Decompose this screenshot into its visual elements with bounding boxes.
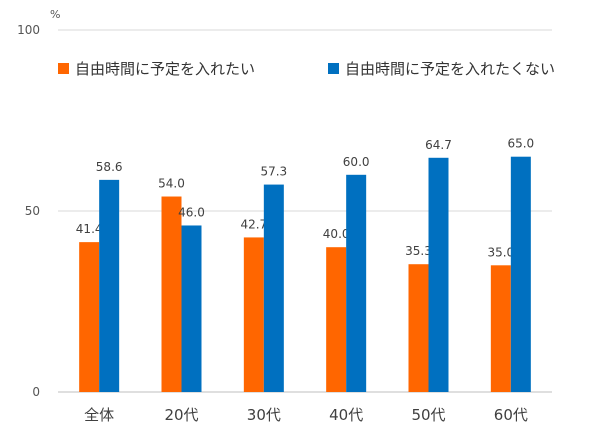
data-label: 35.0 — [487, 245, 514, 259]
bar-series-2 — [346, 174, 367, 392]
legend-item-series-1: 自由時間に予定を入れたい — [58, 58, 255, 79]
bar-series-2 — [428, 157, 449, 392]
x-tick-label: 全体 — [84, 406, 114, 424]
data-label: 46.0 — [178, 205, 205, 219]
x-tick-label: 50代 — [411, 406, 445, 424]
data-label: 54.0 — [158, 177, 185, 191]
data-label: 40.0 — [323, 227, 350, 241]
bar-series-1 — [326, 247, 347, 392]
bar-series-1 — [79, 242, 100, 392]
data-label: 65.0 — [507, 137, 534, 151]
bar-series-2 — [263, 184, 284, 392]
y-tick-label: 0 — [32, 385, 40, 399]
legend-label-series-2: 自由時間に予定を入れたくない — [345, 60, 556, 78]
bar-series-2 — [510, 156, 531, 392]
data-label: 41.4 — [76, 222, 103, 236]
x-tick-label: 60代 — [494, 406, 528, 424]
bar-series-1 — [161, 196, 182, 392]
legend-swatch-series-1 — [58, 63, 69, 74]
bar-series-1 — [490, 265, 511, 392]
data-label: 60.0 — [343, 155, 370, 169]
y-tick-label: 50 — [25, 204, 40, 218]
bar-series-2 — [181, 225, 202, 392]
data-label: 64.7 — [425, 138, 452, 152]
legend-swatch-series-2 — [328, 63, 339, 74]
bar-series-1 — [408, 264, 429, 392]
x-tick-label: 40代 — [329, 406, 363, 424]
data-label: 42.7 — [240, 217, 267, 231]
legend-item-series-2: 自由時間に予定を入れたくない — [328, 58, 555, 79]
y-unit-label: % — [50, 8, 61, 21]
data-label: 57.3 — [260, 165, 287, 179]
bar-series-2 — [99, 179, 120, 392]
y-tick-label: 100 — [17, 23, 40, 37]
data-label: 35.3 — [405, 244, 432, 258]
x-tick-label: 30代 — [247, 406, 281, 424]
data-label: 58.6 — [96, 160, 123, 174]
bar-series-1 — [243, 237, 264, 392]
x-tick-label: 20代 — [164, 406, 198, 424]
legend-label-series-1: 自由時間に予定を入れたい — [75, 60, 256, 78]
